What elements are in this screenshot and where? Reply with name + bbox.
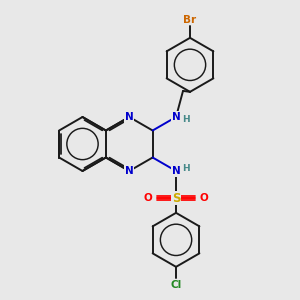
Text: S: S bbox=[172, 191, 180, 205]
Text: O: O bbox=[144, 193, 153, 203]
Text: O: O bbox=[200, 193, 208, 203]
Text: H: H bbox=[182, 116, 189, 124]
Text: N: N bbox=[172, 166, 180, 176]
Text: Cl: Cl bbox=[170, 280, 182, 290]
Text: H: H bbox=[182, 164, 189, 172]
Text: Br: Br bbox=[183, 15, 196, 25]
Text: N: N bbox=[172, 112, 180, 122]
Text: N: N bbox=[125, 112, 134, 122]
Text: N: N bbox=[125, 166, 134, 176]
